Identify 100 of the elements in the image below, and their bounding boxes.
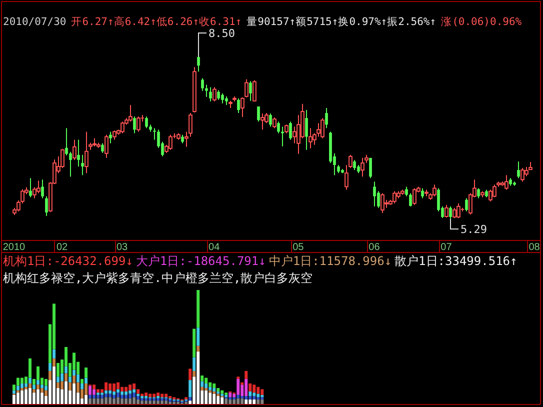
text: 中户1日:11578.996↓ [268,254,392,268]
bar [28,383,32,388]
candlestick [477,188,480,199]
bar [52,366,56,404]
bar [208,382,212,387]
bar [108,397,112,404]
bar [68,376,72,382]
candlestick [101,142,104,154]
bar [128,384,132,390]
bar [40,384,44,388]
bar [192,370,196,377]
candlestick [109,131,112,144]
bar [244,399,248,404]
bar [124,391,128,395]
bar [244,378,248,396]
candlestick [405,186,408,197]
candlestick [29,178,32,198]
bar [248,383,252,392]
text: 涨(0.06)0.96% [441,16,522,28]
bar [44,386,48,390]
bar [212,394,216,404]
bar [16,392,20,404]
candlestick [133,116,136,134]
bar [200,386,204,390]
bar [32,384,36,390]
bar [208,386,212,390]
bar [252,396,256,400]
x-tick-label: 02 [56,242,68,253]
bar [136,399,140,404]
bar [60,373,64,382]
bar [196,352,200,404]
bar [72,383,76,404]
bar [192,357,196,371]
bar [140,394,144,396]
bar [204,378,208,384]
bar [56,382,60,388]
candlestick [272,117,276,129]
candlestick [308,128,312,149]
bar [196,346,200,352]
bar [216,388,220,392]
candlestick [353,159,356,171]
candlestick [289,121,292,140]
bar [164,400,168,404]
candlestick [168,134,172,150]
bar [152,400,156,404]
candlestick [81,154,84,176]
candlestick [72,139,76,160]
bar [96,394,100,398]
bar [228,392,232,398]
bar [248,399,252,404]
bar [124,394,128,398]
candlestick [504,174,508,190]
candlestick [60,148,64,169]
bar [192,328,196,358]
candlestick [292,126,296,144]
bar [92,389,96,395]
bar [216,396,220,404]
bar [156,400,160,404]
bar [96,398,100,404]
bar [28,388,32,404]
bar [112,394,116,398]
bar [224,398,228,404]
bar [260,399,264,404]
candlestick [456,202,460,218]
bar [84,383,88,395]
x-tick-label: 04 [208,242,220,253]
candlestick [128,104,132,122]
candlestick [269,113,272,128]
bar [208,392,212,404]
bar [40,392,44,404]
candlestick [240,96,244,118]
candlestick [84,131,88,174]
candlestick [249,80,252,102]
bar [112,383,116,392]
bar [36,389,40,404]
bar [104,394,108,398]
bar [236,378,240,395]
candlestick [209,86,212,102]
candlestick [377,190,380,208]
bar [144,392,148,396]
bar [16,386,20,390]
bar [76,374,80,382]
bar [256,399,260,404]
bar [124,398,128,404]
bar [136,389,140,394]
bar [12,394,16,404]
bar [144,400,148,404]
candlestick [69,151,72,178]
bar [204,390,208,404]
candlestick [260,113,264,130]
bar [48,370,52,380]
bar [152,394,156,398]
candlestick [244,78,248,98]
bar [244,396,248,400]
bar [88,394,92,398]
text: 量90157↑额5715↑换0.97%↑振2.56%↑ [246,15,436,28]
bar [56,376,60,382]
candlestick [145,116,148,129]
bar [64,373,68,382]
candlestick [524,166,528,177]
